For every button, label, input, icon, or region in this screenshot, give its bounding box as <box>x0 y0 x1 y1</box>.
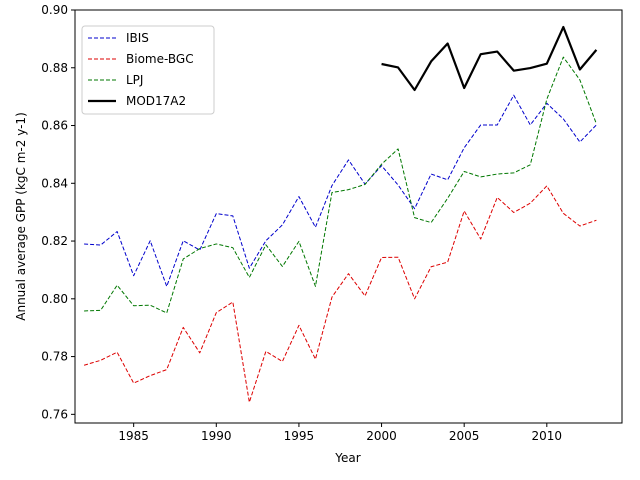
legend-label: MOD17A2 <box>126 94 186 108</box>
legend-label: Biome-BGC <box>126 52 194 66</box>
y-tick-label: 0.84 <box>41 176 68 190</box>
x-tick-label: 2000 <box>366 429 397 443</box>
y-axis-label: Annual average GPP (kgC m-2 y-1) <box>14 112 28 321</box>
y-tick-label: 0.86 <box>41 119 68 133</box>
legend-label: LPJ <box>126 73 143 87</box>
x-tick-label: 2010 <box>532 429 563 443</box>
x-tick-label: 2005 <box>449 429 480 443</box>
y-tick-label: 0.90 <box>41 3 68 17</box>
y-tick-label: 0.78 <box>41 350 68 364</box>
y-tick-label: 0.80 <box>41 292 68 306</box>
legend-label: IBIS <box>126 31 149 45</box>
y-tick-label: 0.88 <box>41 61 68 75</box>
x-tick-label: 1995 <box>284 429 315 443</box>
y-tick-label: 0.76 <box>41 407 68 421</box>
x-tick-label: 1990 <box>201 429 232 443</box>
y-tick-label: 0.82 <box>41 234 68 248</box>
x-tick-label: 1985 <box>118 429 149 443</box>
legend: IBIS Biome-BGC LPJ MOD17A2 <box>82 26 214 114</box>
x-axis-label: Year <box>334 451 360 465</box>
